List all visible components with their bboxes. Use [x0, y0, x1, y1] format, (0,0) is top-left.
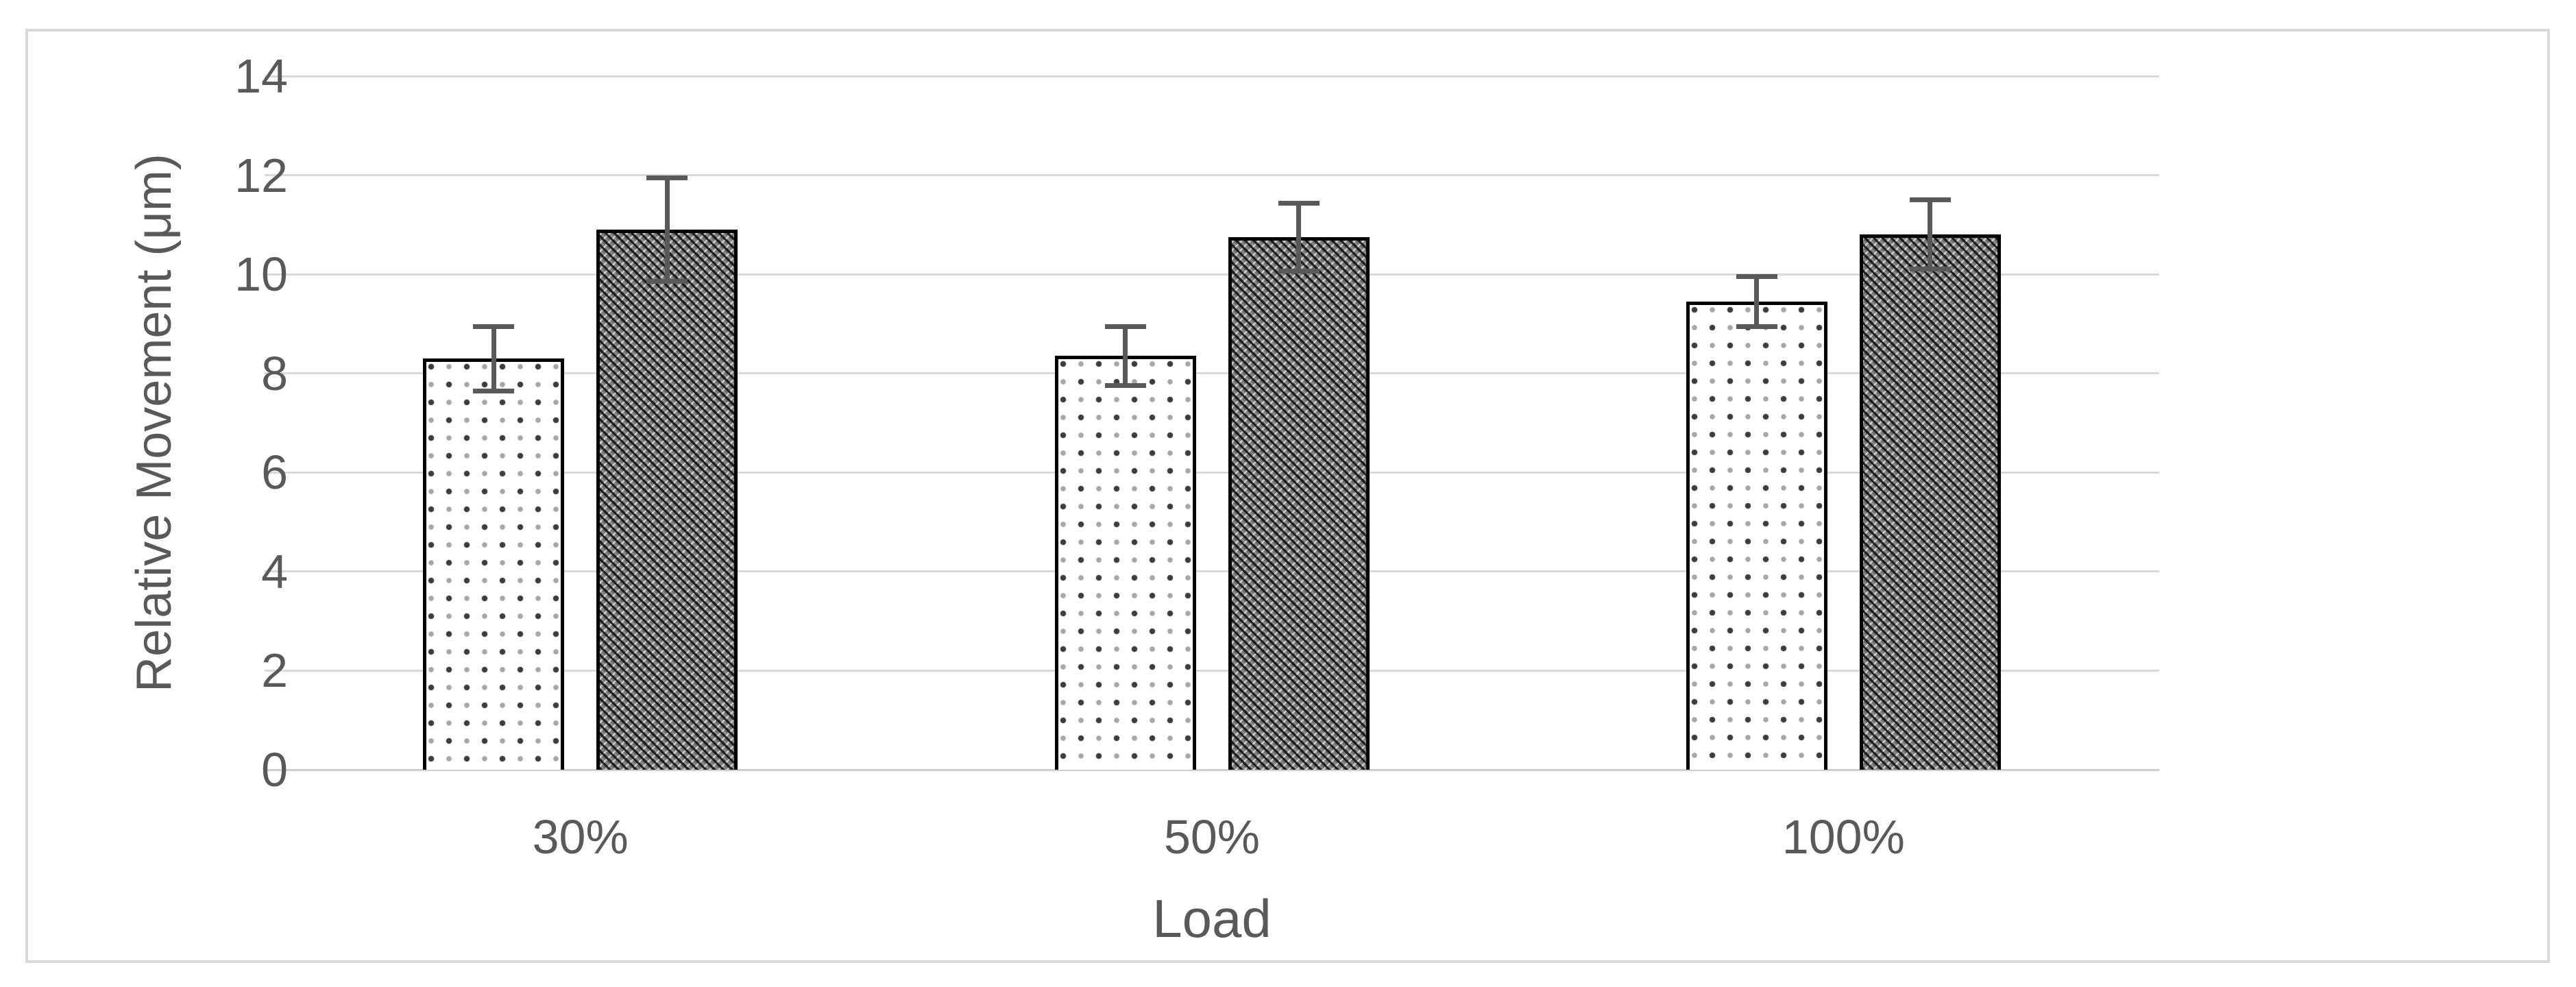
y-axis-title: Relative Movement (μm): [127, 154, 182, 692]
gridline-y-10: [265, 273, 2159, 276]
y-tick-label-12: 12: [234, 148, 288, 202]
bar-light-dotted-series-30%: [423, 358, 565, 770]
error-bar-cap-bottom-dark-patterned-series-50%: [1278, 268, 1320, 273]
gridline-y-4: [265, 570, 2159, 573]
error-bar-cap-top-light-dotted-series-50%: [1104, 324, 1146, 329]
x-axis-title: Load: [1152, 888, 1272, 949]
bar-dark-patterned-series-50%: [1228, 236, 1370, 770]
y-tick-label-6: 6: [261, 446, 288, 500]
bar-light-dotted-series-100%: [1686, 301, 1827, 770]
error-bar-cap-top-dark-patterned-series-100%: [1909, 197, 1951, 203]
error-bar-cap-top-light-dotted-series-100%: [1736, 274, 1777, 280]
bar-dark-patterned-series-100%: [1859, 234, 2001, 770]
error-bar-cap-bottom-dark-patterned-series-100%: [1909, 267, 1951, 272]
error-bar-line-dark-patterned-series-100%: [1928, 199, 1933, 269]
y-tick-label-10: 10: [234, 247, 288, 302]
error-bar-cap-top-dark-patterned-series-50%: [1278, 201, 1320, 206]
y-tick-label-4: 4: [261, 544, 288, 598]
error-bar-line-dark-patterned-series-50%: [1296, 203, 1301, 271]
error-bar-line-light-dotted-series-30%: [491, 326, 496, 391]
bar-light-dotted-series-50%: [1054, 356, 1196, 770]
error-bar-line-dark-patterned-series-30%: [664, 178, 670, 282]
bar-dark-patterned-series-30%: [596, 230, 738, 770]
x-category-label-1: 50%: [1163, 810, 1261, 864]
error-bar-cap-bottom-light-dotted-series-100%: [1736, 324, 1777, 329]
gridline-y-6: [265, 471, 2159, 474]
error-bar-cap-top-dark-patterned-series-30%: [646, 175, 688, 180]
gridline-y-2: [265, 669, 2159, 672]
error-bar-cap-bottom-light-dotted-series-30%: [473, 388, 515, 393]
gridline-y-8: [265, 372, 2159, 375]
y-tick-label-14: 14: [234, 49, 288, 103]
error-bar-line-light-dotted-series-100%: [1754, 276, 1760, 327]
x-category-label-0: 30%: [532, 810, 629, 864]
gridline-y-12: [265, 174, 2159, 177]
y-tick-label-0: 0: [261, 743, 288, 796]
error-bar-cap-top-light-dotted-series-30%: [473, 324, 515, 329]
x-category-label-2: 100%: [1782, 810, 1905, 864]
gridline-y-14: [265, 75, 2159, 77]
gridline-y-0: [265, 768, 2159, 771]
y-tick-label-2: 2: [261, 644, 288, 698]
error-bar-cap-bottom-dark-patterned-series-30%: [646, 279, 688, 284]
y-tick-label-8: 8: [261, 346, 288, 400]
error-bar-line-light-dotted-series-50%: [1123, 326, 1128, 386]
error-bar-cap-bottom-light-dotted-series-50%: [1104, 383, 1146, 389]
